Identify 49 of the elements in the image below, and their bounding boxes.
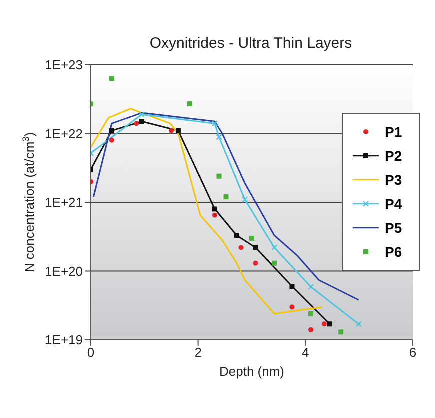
y-tick-label: 1E+20: [45, 264, 83, 279]
point: [272, 260, 278, 266]
point: [356, 321, 362, 328]
legend-label: P1: [385, 124, 402, 140]
point: [322, 322, 327, 327]
legend-label: P5: [385, 220, 402, 236]
point: [187, 102, 192, 107]
point: [169, 128, 174, 134]
point: [224, 194, 229, 200]
point: [138, 111, 146, 118]
y-tick-label: 1E+22: [45, 126, 83, 142]
point: [176, 128, 181, 134]
point: [308, 284, 314, 290]
point: [238, 245, 244, 250]
chart-title: Oxynitrides - Ultra Thin Layers: [150, 35, 352, 52]
point: [290, 284, 295, 289]
point: [242, 196, 248, 203]
x-tick-label: 6: [409, 345, 417, 360]
point: [109, 128, 114, 134]
point: [250, 236, 254, 241]
legend-label: P3: [385, 172, 402, 188]
y-tick-label: 1E+19: [45, 332, 83, 348]
point: [212, 206, 218, 212]
y-tick-label: 1E+23: [45, 58, 83, 73]
point: [308, 327, 314, 332]
x-tick-label: 2: [194, 345, 202, 360]
point: [290, 304, 295, 310]
point: [212, 120, 218, 127]
point: [139, 119, 144, 124]
point: [216, 174, 222, 179]
point: [253, 245, 258, 250]
point: [109, 76, 114, 82]
legend-label: P4: [385, 196, 402, 212]
point: [212, 212, 218, 218]
point: [109, 138, 114, 143]
point: [216, 134, 222, 140]
point: [308, 311, 314, 316]
legend-label: P2: [385, 148, 402, 164]
point: [338, 330, 344, 335]
x-axis-title: Depth (nm): [219, 364, 285, 379]
x-tick-label: 0: [87, 345, 95, 360]
point: [234, 233, 240, 238]
point: [253, 260, 258, 266]
legend-label: P6: [385, 244, 402, 260]
y-tick-label: 1E+21: [45, 195, 83, 210]
point: [327, 322, 332, 327]
point: [271, 244, 278, 251]
x-tick-label: 4: [302, 345, 310, 360]
point: [134, 121, 140, 126]
